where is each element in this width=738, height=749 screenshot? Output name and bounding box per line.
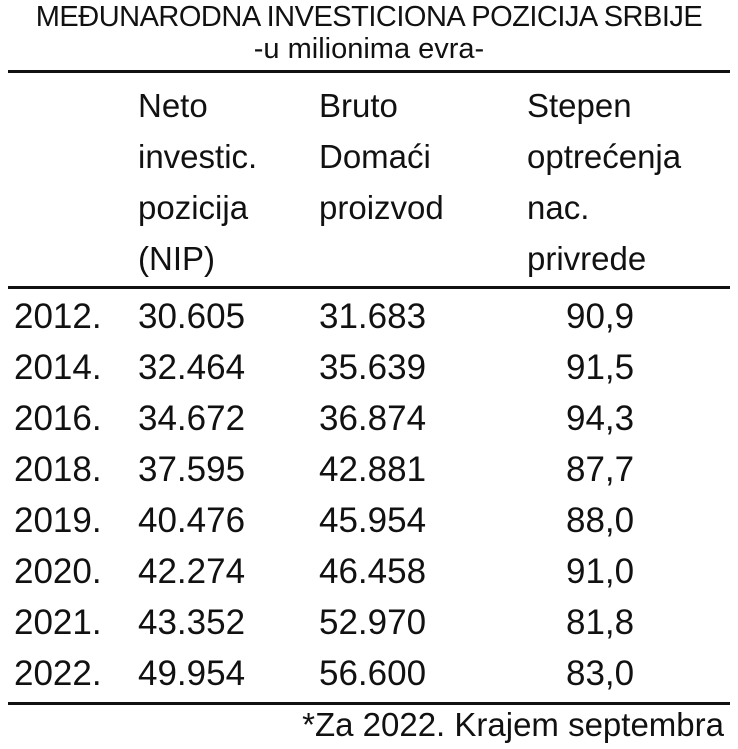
table-title: MEĐUNARODNA INVESTICIONA POZICIJA SRBIJE <box>35 1 703 33</box>
header-line: proizvod <box>319 189 444 226</box>
header-line: Stepen <box>527 87 632 124</box>
degree-cell: 91,0 <box>566 552 635 591</box>
table-subtitle: -u milionima evra- <box>253 33 485 65</box>
degree-cell: 91,5 <box>566 348 635 387</box>
year-cell: 2018. <box>14 450 102 489</box>
footnote: *Za 2022. Krajem septembra <box>302 706 724 743</box>
gdp-cell: 42.881 <box>319 450 427 489</box>
header-line: Neto <box>138 87 208 124</box>
gdp-cell: 36.874 <box>319 399 427 438</box>
nip-cell: 43.352 <box>138 603 246 642</box>
nip-cell: 40.476 <box>138 501 246 540</box>
year-cell: 2021. <box>14 603 102 642</box>
nip-cell: 30.605 <box>138 297 246 336</box>
gdp-cell: 35.639 <box>319 348 427 387</box>
table-row: 2021. 43.352 52.970 81,8 <box>0 597 738 648</box>
degree-cell: 90,9 <box>566 297 635 336</box>
degree-cell: 94,3 <box>566 399 635 438</box>
year-cell: 2020. <box>14 552 102 591</box>
degree-cell: 87,7 <box>566 450 635 489</box>
nip-cell: 37.595 <box>138 450 246 489</box>
nip-cell: 49.954 <box>138 654 246 693</box>
gdp-cell: 45.954 <box>319 501 427 540</box>
header-line: Bruto <box>319 87 398 124</box>
gdp-cell: 52.970 <box>319 603 427 642</box>
degree-cell: 81,8 <box>566 603 635 642</box>
header-line: pozicija <box>138 189 249 226</box>
degree-cell: 83,0 <box>566 654 635 693</box>
header-line: Domaći <box>319 138 431 175</box>
header-line: privrede <box>527 240 647 277</box>
table-row: 2012. 30.605 31.683 90,9 <box>0 291 738 342</box>
bottom-rule <box>8 702 730 705</box>
top-rule <box>8 70 730 73</box>
table-row: 2016. 34.672 36.874 94,3 <box>0 393 738 444</box>
year-cell: 2014. <box>14 348 102 387</box>
year-cell: 2019. <box>14 501 102 540</box>
header-degree: Stepen optrećenja nac. privrede <box>527 80 681 284</box>
gdp-cell: 46.458 <box>319 552 427 591</box>
nip-cell: 42.274 <box>138 552 246 591</box>
table-row: 2014. 32.464 35.639 91,5 <box>0 342 738 393</box>
table-row: 2020. 42.274 46.458 91,0 <box>0 546 738 597</box>
header-nip: Neto investic. pozicija (NIP) <box>138 80 257 284</box>
nip-cell: 34.672 <box>138 399 246 438</box>
table-row: 2018. 37.595 42.881 87,7 <box>0 444 738 495</box>
table-row: 2019. 40.476 45.954 88,0 <box>0 495 738 546</box>
header-rule <box>8 286 730 289</box>
gdp-cell: 31.683 <box>319 297 427 336</box>
year-cell: 2012. <box>14 297 102 336</box>
table-body: 2012. 30.605 31.683 90,9 2014. 32.464 35… <box>0 291 738 699</box>
table-row: 2022. 49.954 56.600 83,0 <box>0 648 738 699</box>
header-line: investic. <box>138 138 258 175</box>
header-gdp: Bruto Domaći proizvod <box>319 80 444 233</box>
gdp-cell: 56.600 <box>319 654 427 693</box>
year-cell: 2016. <box>14 399 102 438</box>
nip-cell: 32.464 <box>138 348 246 387</box>
header-line: optrećenja <box>527 138 682 175</box>
degree-cell: 88,0 <box>566 501 635 540</box>
header-line: (NIP) <box>138 240 215 277</box>
header-line: nac. <box>527 189 590 226</box>
year-cell: 2022. <box>14 654 102 693</box>
